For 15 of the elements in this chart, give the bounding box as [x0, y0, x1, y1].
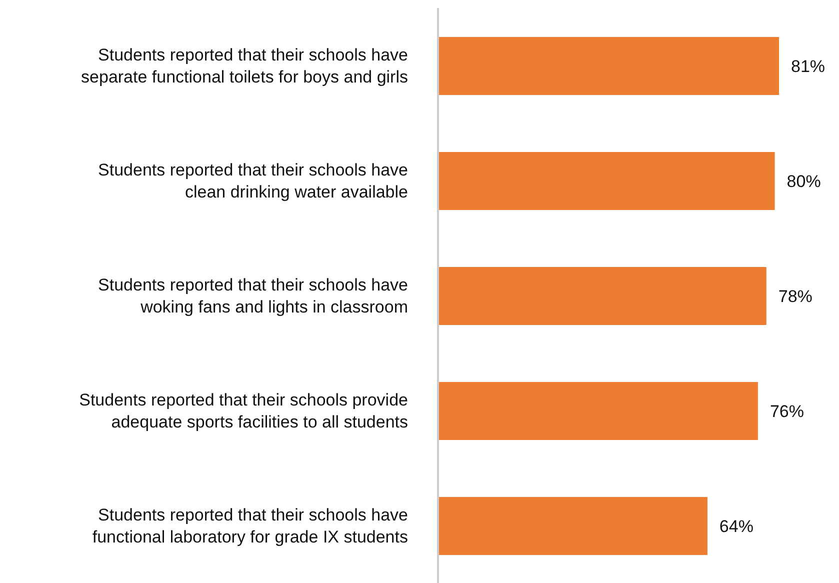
y-tick-label: Students reported that their schools have functional laboratory for grade IX students: [92, 505, 408, 546]
y-tick-label: Students reported that their schools have woking fans and lights in classroom: [98, 275, 408, 316]
data-label: 78%: [778, 287, 812, 306]
data-label: 80%: [786, 172, 821, 192]
y-tick-label: Students reported that their schools have clean drinking water available: [98, 160, 408, 201]
bar: [438, 382, 758, 440]
bar: [438, 37, 779, 95]
data-label: 76%: [770, 402, 804, 422]
bar: [438, 497, 708, 555]
data-label: 64%: [719, 517, 754, 536]
data-label: 81%: [791, 57, 826, 76]
bar: [438, 152, 775, 210]
bar: [438, 267, 766, 325]
y-tick-label: Students reported that their schools provide adequate sports facilities to all students: [79, 390, 408, 431]
y-tick-label: Students reported that their schools have separate functional toilets for boys and girls: [81, 45, 408, 86]
